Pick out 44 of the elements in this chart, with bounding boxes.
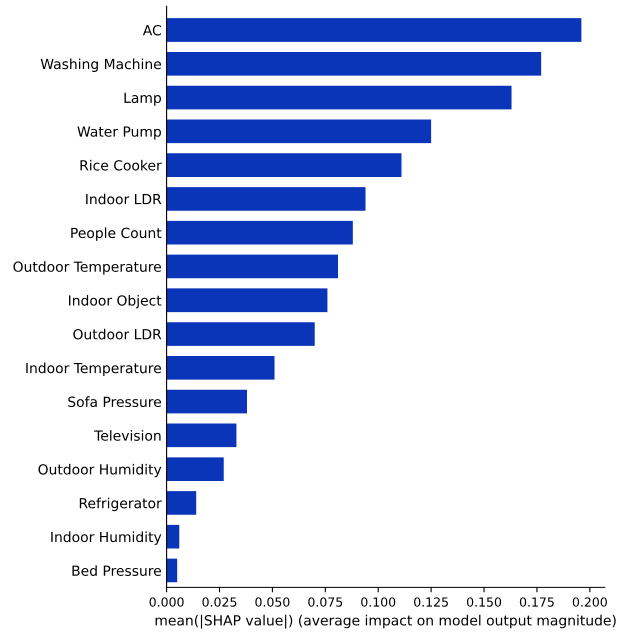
y-tick-label: Television — [94, 430, 161, 441]
bar — [166, 187, 366, 211]
x-tick-label: 0.000 — [150, 597, 184, 607]
x-tick-label: 0.025 — [202, 597, 236, 607]
y-tick-label: Washing Machine — [40, 58, 161, 72]
bar — [166, 424, 236, 448]
y-tick-label: Refrigerator — [80, 498, 162, 512]
x-tick-label: 0.125 — [414, 597, 448, 607]
y-tick-label: Indoor Temperature — [26, 362, 161, 376]
y-tick-label: Bed Pressure — [72, 565, 161, 576]
x-tick-label: 0.075 — [308, 597, 342, 607]
bar — [166, 558, 178, 582]
bar — [166, 457, 224, 481]
x-tick-label: 0.200 — [572, 597, 607, 607]
bar — [166, 220, 353, 245]
bar — [166, 390, 248, 414]
y-tick-label: Indoor Humidity — [51, 531, 162, 545]
y-tick-label: Lamp — [124, 92, 161, 106]
x-tick-label: 0.100 — [361, 597, 396, 607]
y-tick-label: Outdoor Humidity — [38, 464, 162, 478]
y-tick-label: Outdoor LDR — [73, 328, 162, 340]
y-tick-label: People Count — [71, 227, 162, 241]
x-axis-title: mean(|SHAP value|) (average impact on model output magnitude) — [156, 614, 616, 629]
y-tick-label: Outdoor Temperature — [13, 261, 161, 275]
x-tick-label: 0.175 — [520, 597, 554, 607]
bar — [166, 86, 512, 110]
y-tick-label: Rice Cooker — [80, 160, 162, 171]
y-tick-label: AC — [142, 24, 161, 36]
bar — [166, 18, 582, 42]
y-tick-label: Sofa Pressure — [68, 396, 161, 408]
bar — [166, 254, 338, 278]
bar — [166, 491, 196, 515]
bar — [166, 52, 542, 76]
bar — [166, 524, 180, 549]
y-tick-label: Water Pump — [77, 126, 161, 140]
bar — [166, 288, 328, 312]
y-tick-label: Indoor Object — [69, 294, 162, 308]
bar — [166, 356, 275, 380]
x-tick-label: 0.150 — [466, 597, 502, 607]
y-tick-label: Indoor LDR — [86, 194, 162, 204]
bar — [166, 153, 402, 177]
bar — [166, 322, 315, 346]
x-tick-label: 0.050 — [255, 597, 290, 607]
bar — [166, 120, 432, 144]
